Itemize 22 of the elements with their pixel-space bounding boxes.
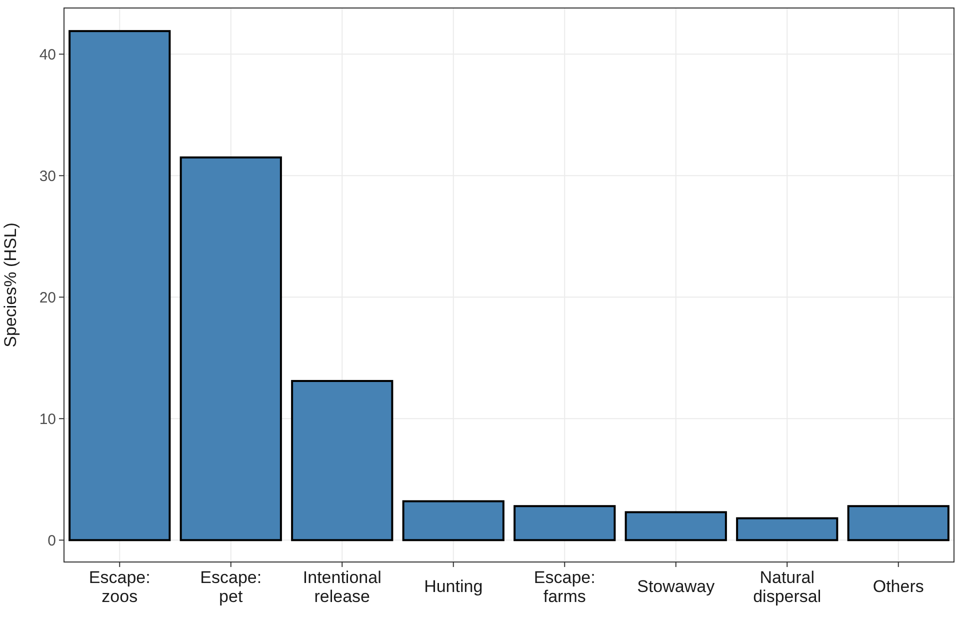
x-tick-label: Intentional release: [302, 568, 382, 606]
y-tick-label: 20: [39, 289, 56, 306]
y-tick-label: 10: [39, 410, 56, 428]
x-tick-label: Hunting: [424, 577, 483, 596]
x-tick-label: Stowaway: [637, 577, 716, 596]
x-tick-label: Escape: pet: [200, 568, 262, 606]
y-tick-label: 30: [39, 168, 56, 185]
y-tick-label: 0: [48, 532, 56, 550]
y-tick-label: 40: [39, 46, 56, 64]
bar: [291, 380, 394, 542]
bar: [402, 500, 504, 542]
x-tick-label: Natural dispersal: [753, 568, 822, 606]
bar: [847, 505, 950, 542]
y-axis-title: Species% (HSL): [1, 222, 20, 348]
x-tick-label: Escape: zoos: [88, 568, 150, 606]
bar: [68, 30, 171, 542]
x-tick-label: Others: [872, 577, 924, 596]
bar: [624, 511, 727, 542]
bar: [736, 517, 838, 542]
x-tick-label: Escape: farms: [534, 568, 596, 606]
bar: [514, 505, 616, 542]
bar: [180, 156, 282, 542]
